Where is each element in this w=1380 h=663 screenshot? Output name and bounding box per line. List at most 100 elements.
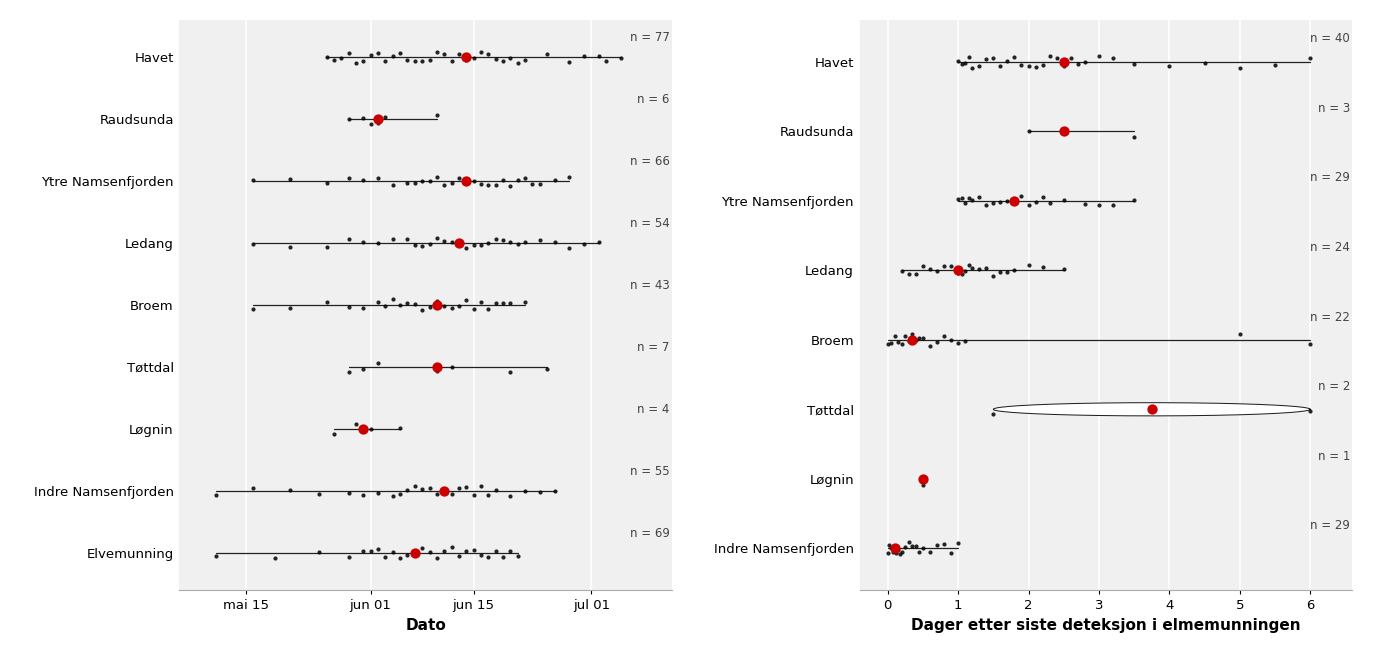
Point — [396, 178, 418, 188]
Point — [506, 551, 529, 562]
Point — [477, 238, 500, 249]
Point — [947, 538, 969, 548]
Point — [529, 235, 551, 246]
Point — [912, 479, 934, 490]
Point — [404, 240, 426, 251]
Point — [515, 296, 537, 307]
Point — [367, 544, 389, 554]
Point — [1228, 329, 1250, 339]
Text: n = 1: n = 1 — [1318, 450, 1350, 463]
Point — [279, 241, 301, 252]
Point — [418, 302, 440, 312]
Point — [1194, 58, 1216, 68]
Point — [338, 552, 360, 562]
Point — [264, 553, 286, 564]
Point — [316, 178, 338, 188]
Point — [433, 236, 455, 247]
Point — [440, 177, 462, 188]
Point — [1053, 56, 1075, 67]
Text: n = 7: n = 7 — [638, 341, 669, 354]
Text: n = 43: n = 43 — [629, 279, 669, 292]
Point — [493, 552, 515, 562]
Point — [983, 198, 1005, 208]
Point — [919, 547, 941, 558]
Point — [996, 56, 1018, 66]
Point — [338, 234, 360, 245]
Point — [989, 267, 1012, 278]
Point — [389, 300, 411, 310]
Point — [1017, 260, 1039, 271]
Text: n = 29: n = 29 — [1310, 172, 1350, 184]
Point — [1003, 52, 1025, 62]
Point — [983, 409, 1005, 420]
Point — [323, 54, 345, 65]
Point — [338, 48, 360, 58]
Point — [954, 335, 976, 346]
Point — [958, 259, 980, 270]
Point — [484, 233, 506, 244]
Point — [890, 338, 912, 349]
Point — [433, 546, 455, 556]
Point — [905, 269, 927, 280]
Point — [958, 52, 980, 62]
Point — [279, 485, 301, 495]
Point — [1123, 132, 1145, 143]
Point — [433, 48, 455, 59]
Point — [1299, 52, 1321, 63]
Point — [544, 486, 566, 497]
Point — [338, 302, 360, 312]
Point — [316, 51, 338, 62]
Point — [1299, 339, 1321, 349]
Point — [885, 548, 907, 558]
Point — [926, 265, 948, 276]
Point — [908, 333, 930, 343]
Point — [1228, 62, 1250, 73]
Text: n = 77: n = 77 — [629, 31, 669, 44]
X-axis label: Dato: Dato — [406, 618, 446, 633]
Point — [426, 110, 449, 121]
Point — [440, 361, 462, 372]
Point — [573, 50, 595, 61]
Point — [890, 266, 912, 276]
Point — [901, 328, 923, 339]
Point — [1032, 192, 1054, 202]
Point — [1010, 60, 1032, 70]
Point — [448, 236, 471, 247]
Point — [389, 552, 411, 563]
Text: n = 6: n = 6 — [638, 93, 669, 106]
Point — [382, 234, 404, 245]
Point — [308, 489, 330, 499]
Point — [338, 366, 360, 377]
Point — [515, 486, 537, 497]
Point — [433, 485, 455, 496]
Text: n = 2: n = 2 — [1318, 380, 1350, 393]
Point — [374, 301, 396, 312]
Point — [960, 62, 983, 73]
Text: n = 55: n = 55 — [631, 465, 669, 478]
Point — [360, 50, 382, 60]
Point — [396, 298, 418, 308]
Point — [462, 52, 484, 63]
Point — [396, 234, 418, 245]
Point — [484, 54, 506, 64]
Point — [448, 551, 471, 562]
Point — [352, 113, 374, 123]
Point — [1032, 60, 1054, 70]
Point — [426, 300, 449, 310]
Point — [360, 119, 382, 129]
Point — [330, 52, 352, 63]
Point — [411, 483, 433, 494]
Point — [901, 334, 923, 345]
Text: n = 54: n = 54 — [629, 217, 669, 230]
Point — [940, 335, 962, 346]
Point — [1053, 60, 1075, 71]
Point — [1123, 58, 1145, 69]
Point — [440, 542, 462, 553]
Point — [316, 296, 338, 307]
Point — [1074, 57, 1096, 68]
Point — [462, 304, 484, 314]
Point — [367, 172, 389, 183]
Point — [933, 330, 955, 341]
Point — [500, 490, 522, 501]
Point — [374, 56, 396, 66]
